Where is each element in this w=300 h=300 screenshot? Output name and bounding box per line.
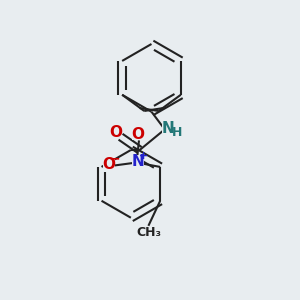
Bar	[132, 129, 143, 140]
Text: O: O	[131, 127, 144, 142]
Text: O: O	[103, 158, 116, 172]
Bar	[171, 127, 183, 139]
Text: O: O	[110, 125, 123, 140]
Text: +: +	[140, 151, 148, 161]
Bar	[103, 159, 115, 170]
Text: H: H	[172, 126, 182, 140]
Bar	[132, 155, 144, 167]
Text: N: N	[132, 154, 145, 169]
Bar	[110, 127, 122, 138]
Text: N: N	[162, 121, 175, 136]
Text: −: −	[108, 152, 120, 165]
Text: CH₃: CH₃	[136, 226, 161, 239]
Bar	[140, 227, 157, 238]
Bar	[162, 123, 174, 134]
